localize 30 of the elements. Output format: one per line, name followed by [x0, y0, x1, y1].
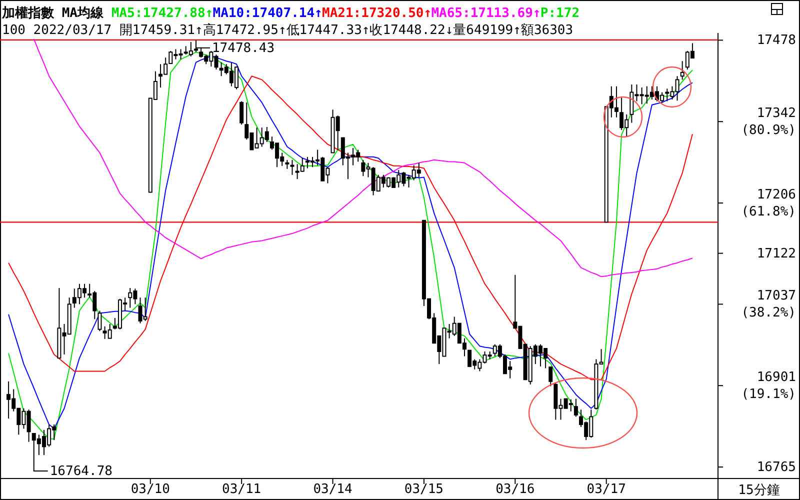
y-tick-label: 17206 (61.8%): [741, 187, 796, 220]
line-series: [33, 38, 693, 278]
chart-subtitle: 100 2022/03/17 開17459.31↑高17472.95↑低17447.33↑收17448.22↓量649199↑額36303: [2, 22, 574, 38]
annotation: 16764.78: [50, 464, 112, 479]
x-tick-label: 03/11: [222, 482, 262, 497]
candlestick: [680, 60, 684, 80]
candlestick: [574, 398, 578, 418]
y-tick-label: 16901 (19.1%): [741, 370, 796, 402]
candlestick: [240, 100, 244, 126]
candlestick: [98, 310, 102, 332]
candlestick: [290, 159, 294, 176]
y-tick-label: 17478: [756, 32, 796, 48]
x-tick-label: 03/10: [130, 482, 170, 497]
candlestick: [548, 366, 553, 387]
x-tick-label: 03/14: [313, 482, 353, 497]
x-tick-label: 03/17: [586, 482, 626, 497]
x-tick-label: 03/16: [496, 482, 535, 497]
annotation: 17478.43: [212, 40, 275, 56]
y-tick-label: 17122: [756, 246, 796, 261]
y-tick-label: 17037 (38.2%): [741, 288, 796, 320]
text: MA21:17320.50↑: [322, 6, 432, 21]
text: MA65:17113.69↑: [431, 6, 541, 21]
x-tick-label: 03/15: [404, 482, 444, 497]
chart-title: 加權指數 MA均線: [1, 6, 104, 21]
y-tick-label: 16765: [756, 460, 796, 475]
text: 15分鐘: [738, 483, 780, 498]
text: MA5:17427.88↑: [111, 6, 214, 21]
text: P:172: [540, 6, 580, 21]
y-tick-label: 17342 (80.9%): [741, 106, 796, 138]
text: MA10:17407.14↑: [212, 6, 322, 21]
